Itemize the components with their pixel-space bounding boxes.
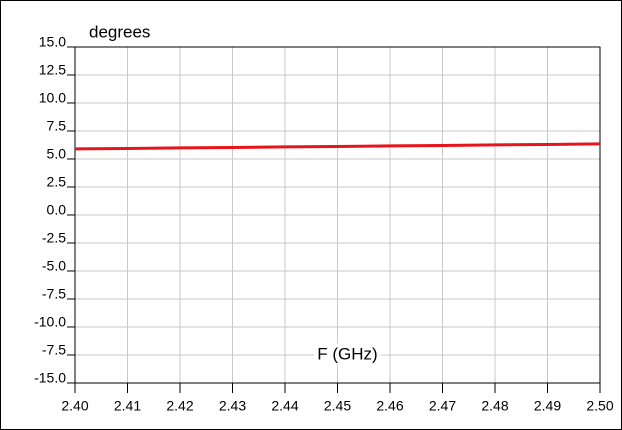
y-axis-label: degrees	[89, 22, 150, 41]
x-tick-label: 2.40	[61, 398, 88, 414]
x-tick-label: 2.48	[481, 398, 508, 414]
plot-border	[74, 46, 601, 384]
y-tick-label: 0.0	[47, 202, 67, 218]
x-tick-label: 2.46	[376, 398, 403, 414]
x-tick-label: 2.41	[114, 398, 141, 414]
x-tick-label: 2.47	[429, 398, 456, 414]
y-tick-label: 10.0	[39, 90, 66, 106]
x-axis-label: F (GHz)	[317, 344, 377, 363]
x-tick-label: 2.44	[271, 398, 298, 414]
x-tick-label: 2.43	[219, 398, 246, 414]
y-tick-label: -5.0	[42, 258, 66, 274]
y-tick-label: -7.5	[42, 286, 66, 302]
y-tick-label: -10.0	[34, 314, 66, 330]
y-tick-label: 7.5	[47, 118, 67, 134]
x-tick-label: 2.49	[534, 398, 561, 414]
y-tick-label: 5.0	[47, 146, 67, 162]
y-tick-label: 12.5	[39, 62, 66, 78]
y-tick-label: -2.5	[42, 230, 66, 246]
y-tick-label: 15.0	[39, 34, 66, 50]
x-tick-label: 2.50	[586, 398, 613, 414]
y-tick-label: -7.5	[42, 342, 66, 358]
y-tick-label: 2.5	[47, 174, 67, 190]
x-tick-label: 2.45	[324, 398, 351, 414]
x-tick-label: 2.42	[166, 398, 193, 414]
y-tick-label: -15.0	[34, 370, 66, 386]
data-line	[74, 142, 601, 151]
x-axis-label-bg	[314, 343, 381, 365]
